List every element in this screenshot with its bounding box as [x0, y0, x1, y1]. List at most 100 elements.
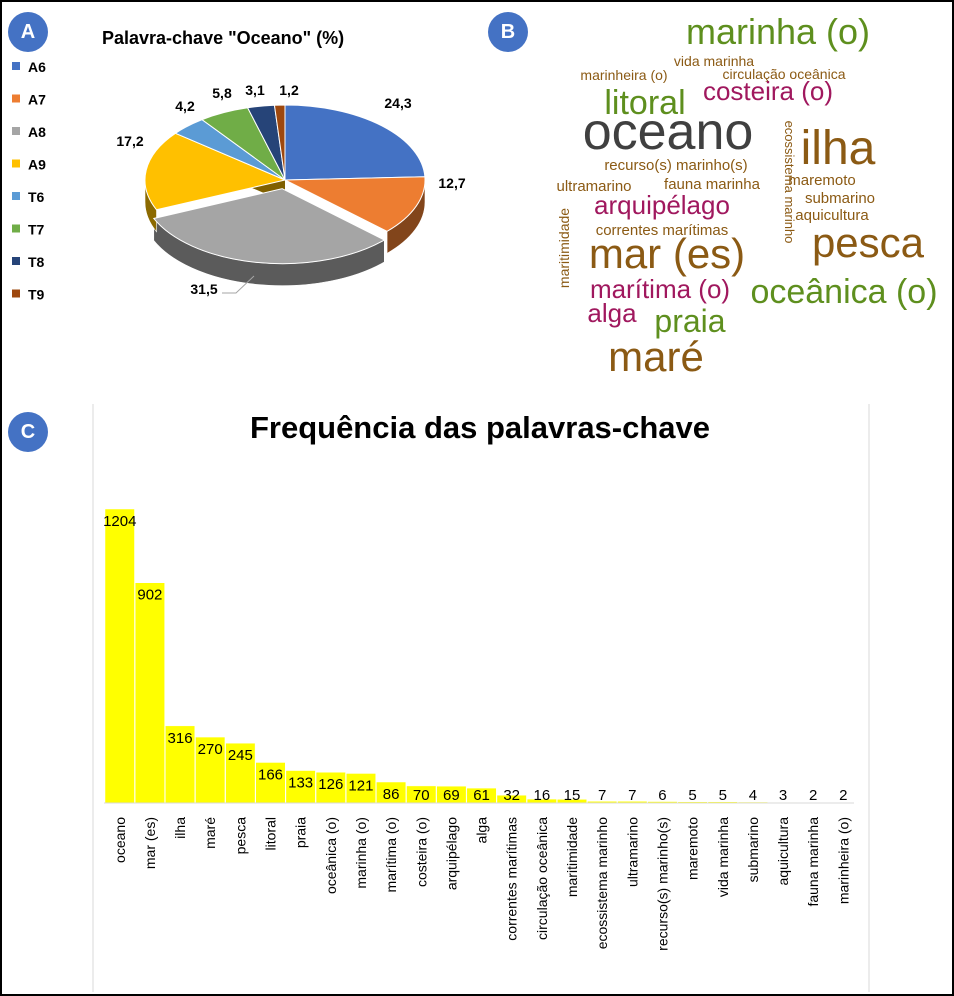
legend-label-a9: A9	[28, 157, 46, 173]
legend-swatch-t6	[12, 192, 20, 200]
word-cloud-word: vida marinha	[674, 53, 754, 69]
bar-value-label: 3	[779, 787, 787, 804]
legend-swatch-a9	[12, 159, 20, 168]
bar-value-label: 1204	[103, 513, 136, 530]
bar-value-label: 902	[137, 587, 162, 604]
legend-label-a8: A8	[28, 124, 46, 140]
bar-value-label: 86	[383, 786, 400, 803]
pie-legend: A6 A7 A8 A9 T6 T7 T8 T9	[12, 59, 46, 303]
word-cloud-word: oceano	[583, 103, 754, 161]
word-cloud-word: fauna marinha	[664, 176, 761, 193]
panel-badge-c: C	[8, 412, 48, 452]
word-cloud: marinha (o)vida marinha marinheira (o) cir…	[556, 11, 938, 380]
bar-category-label: costeira (o)	[413, 817, 429, 887]
bar-value-label: 15	[564, 787, 581, 804]
pie-chart-title: Palavra-chave "Oceano" (%)	[102, 28, 344, 48]
bar-category-label: recurso(s) marinho(s)	[654, 817, 670, 951]
legend-swatch-a7	[12, 94, 20, 103]
bar-category-label: ecossistema marinho	[594, 817, 610, 949]
bar-value-label: 7	[598, 787, 606, 804]
pie-slice-a8	[152, 188, 386, 265]
bar	[315, 771, 346, 804]
word-cloud-word: litoral	[604, 84, 685, 122]
bar-category-label: ilha	[172, 817, 188, 839]
bar	[165, 725, 196, 804]
legend-label-t9: T9	[28, 287, 45, 303]
legend-swatch-a8	[12, 127, 20, 135]
bar-category-label: mar (es)	[142, 817, 158, 869]
bar-category-label: fauna marinha	[805, 817, 821, 907]
word-cloud-word: ultramarino	[556, 178, 631, 195]
bar-value-label: 133	[288, 775, 313, 792]
bar	[104, 508, 135, 804]
bar-value-label: 2	[839, 787, 847, 804]
word-cloud-word: praia	[654, 303, 725, 339]
legend-label-t8: T8	[28, 254, 45, 270]
word-cloud-word: submarino	[805, 190, 875, 207]
bar	[225, 742, 256, 804]
word-cloud-word: oceânica (o)	[750, 273, 937, 311]
bar-category-label: praia	[293, 817, 309, 848]
bar-category-label: correntes marítimas	[504, 817, 520, 941]
pie-chart: Palavra-chave "Oceano" (%) A6 A7 A8 A9 T6 T7 T…	[12, 28, 466, 303]
bar	[195, 736, 226, 804]
bar-category-label: oceânica (o)	[323, 817, 339, 894]
bar-value-label: 5	[719, 787, 727, 804]
word-cloud-word: arquipélago	[594, 190, 730, 220]
bar-value-label: 5	[688, 787, 696, 804]
bar-value-label: 4	[749, 787, 757, 804]
word-cloud-word: maré	[608, 333, 704, 380]
bar-category-label: maremoto	[685, 817, 701, 880]
bar-category-label: oceano	[112, 817, 128, 863]
pie-value-label-t6: 4,2	[175, 98, 195, 114]
bar-value-label: 69	[443, 787, 460, 804]
bar-value-label: 6	[658, 787, 666, 804]
bar-value-label: 245	[228, 747, 253, 764]
word-cloud-word: pesca	[812, 219, 925, 266]
bar-category-label: alga	[474, 817, 490, 844]
word-cloud-word: recurso(s) marinho(s)	[604, 157, 747, 174]
bar-value-label: 316	[168, 730, 193, 747]
bar-category-label: aquicultura	[775, 817, 791, 886]
word-cloud-word: maritimidade	[556, 208, 572, 288]
pie-value-label-t7: 5,8	[212, 85, 232, 101]
bar-category-label: maritimidade	[564, 817, 580, 897]
bar-value-label: 270	[198, 741, 223, 758]
bar-value-label: 126	[318, 776, 343, 793]
word-cloud-word: marinha (o)	[686, 11, 870, 52]
bar-chart-title: Frequência das palavras-chave	[250, 410, 710, 445]
word-cloud-word: mar (es)	[589, 230, 745, 277]
pie-value-label-t8: 3,1	[245, 82, 265, 98]
legend-label-t6: T6	[28, 189, 45, 205]
bar-category-label: circulação oceânica	[534, 817, 550, 940]
word-cloud-word: costeira (o)	[703, 76, 833, 106]
bar-value-label: 61	[473, 787, 490, 804]
bar-category-label: maré	[202, 817, 218, 849]
word-cloud-word: circulação oceânica	[723, 66, 846, 82]
word-cloud-word: marítima (o)	[590, 274, 730, 304]
word-cloud-word: ilha	[801, 122, 876, 175]
bar-value-label: 121	[348, 777, 373, 794]
legend-label-a6: A6	[28, 59, 46, 75]
bar-value-label: 7	[628, 787, 636, 804]
bar	[255, 762, 286, 804]
bar-category-label: vida marinha	[715, 817, 731, 897]
bar	[134, 582, 165, 804]
word-cloud-word: alga	[587, 298, 637, 328]
word-cloud-word: correntes marítimas	[596, 222, 729, 239]
bar	[285, 770, 316, 804]
word-cloud-word: aquicultura	[795, 207, 869, 224]
word-cloud-word: maremoto	[788, 172, 856, 189]
pie-slice-t9	[273, 104, 286, 181]
bar-category-label: submarino	[745, 817, 761, 883]
bar-category-label: marinha (o)	[353, 817, 369, 889]
pie-slice-a6	[284, 104, 426, 181]
bar-category-label: pesca	[232, 817, 248, 855]
pie-leader-line-a8	[222, 275, 255, 294]
bar-category-label: litoral	[263, 817, 279, 850]
legend-swatch-t9	[12, 289, 20, 298]
pie-slice-a7	[284, 176, 426, 232]
bar-value-label: 16	[534, 787, 551, 804]
